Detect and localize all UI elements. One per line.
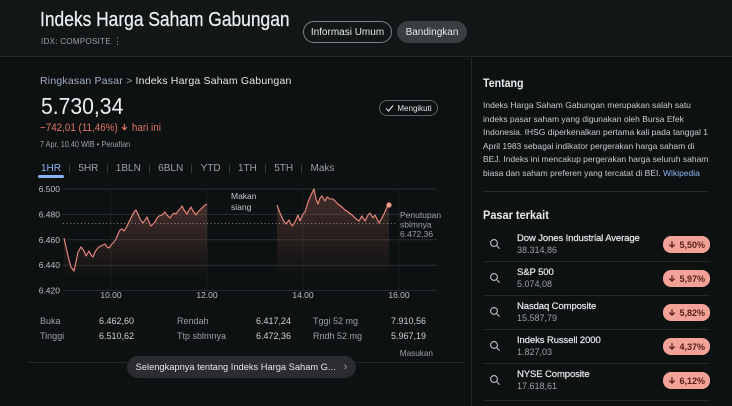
svg-text:14.00: 14.00 (292, 290, 314, 300)
svg-text:10.00: 10.00 (100, 290, 122, 300)
svg-text:6.420: 6.420 (39, 286, 61, 296)
svg-text:6.460: 6.460 (39, 235, 61, 245)
svg-text:6.500: 6.500 (39, 184, 61, 194)
svg-text:6.480: 6.480 (39, 209, 61, 219)
svg-text:Penutupan: Penutupan (400, 210, 441, 220)
svg-text:Makan: Makan (231, 191, 257, 201)
svg-text:sblmnya: sblmnya (400, 220, 432, 230)
svg-text:12.00: 12.00 (196, 290, 218, 300)
svg-text:16.00: 16.00 (388, 290, 410, 300)
svg-text:6.440: 6.440 (39, 260, 61, 270)
svg-text:siang: siang (231, 202, 252, 212)
svg-text:6.472,36: 6.472,36 (400, 229, 433, 239)
